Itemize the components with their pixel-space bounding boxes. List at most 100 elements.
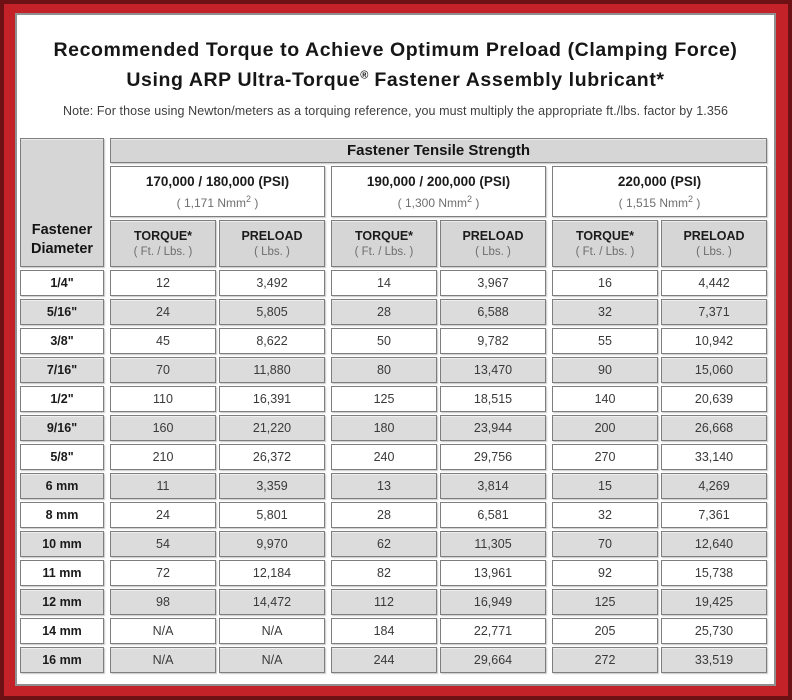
psi-group-header-2: 190,000 / 200,000 (PSI) ( 1,300 Nmm2 ): [331, 166, 546, 217]
psi-group-header-3: 220,000 (PSI) ( 1,515 Nmm2 ): [552, 166, 767, 217]
diameter-cell: 16 mm: [20, 647, 104, 673]
psi-group-header-1: 170,000 / 180,000 (PSI) ( 1,171 Nmm2 ): [110, 166, 325, 217]
torque-cell: 32: [552, 299, 658, 325]
preload-cell: 15,738: [661, 560, 767, 586]
torque-cell: 244: [331, 647, 437, 673]
nmm-label: ( 1,300 Nmm2 ): [397, 193, 480, 210]
preload-column-header: PRELOAD ( Lbs. ): [661, 220, 767, 267]
torque-cell: 82: [331, 560, 437, 586]
table-row: 8 mm 24 5,801 28 6,581 32 7,361: [20, 502, 767, 528]
preload-cell: 15,060: [661, 357, 767, 383]
preload-cell: 9,782: [440, 328, 546, 354]
nmm-label: ( 1,515 Nmm2 ): [618, 193, 701, 210]
preload-cell: 7,361: [661, 502, 767, 528]
diameter-cell: 6 mm: [20, 473, 104, 499]
column-header-row: TORQUE* ( Ft. / Lbs. ) PRELOAD ( Lbs. ) …: [20, 220, 767, 267]
torque-column-header: TORQUE* ( Ft. / Lbs. ): [331, 220, 437, 267]
preload-cell: 16,949: [440, 589, 546, 615]
preload-cell: 3,967: [440, 270, 546, 296]
torque-spec-table: Fastener Diameter Fastener Tensile Stren…: [17, 135, 770, 676]
preload-cell: 11,880: [219, 357, 325, 383]
preload-cell: 3,814: [440, 473, 546, 499]
torque-cell: 210: [110, 444, 216, 470]
psi-label: 170,000 / 180,000 (PSI): [145, 173, 290, 189]
title-line2-end: Fastener Assembly lubricant*: [368, 68, 665, 91]
torque-cell: 13: [331, 473, 437, 499]
preload-cell: 5,805: [219, 299, 325, 325]
torque-cell: 55: [552, 328, 658, 354]
preload-cell: 21,220: [219, 415, 325, 441]
torque-cell: 24: [110, 502, 216, 528]
table-row: 11 mm 72 12,184 82 13,961 92 15,738: [20, 560, 767, 586]
diameter-cell: 8 mm: [20, 502, 104, 528]
preload-cell: 9,970: [219, 531, 325, 557]
torque-cell: 90: [552, 357, 658, 383]
torque-cell: 92: [552, 560, 658, 586]
preload-cell: 16,391: [219, 386, 325, 412]
table-row: 9/16" 160 21,220 180 23,944 200 26,668: [20, 415, 767, 441]
preload-cell: 3,359: [219, 473, 325, 499]
torque-cell: 205: [552, 618, 658, 644]
torque-cell: 270: [552, 444, 658, 470]
preload-cell: 33,140: [661, 444, 767, 470]
diameter-cell: 11 mm: [20, 560, 104, 586]
torque-cell: 24: [110, 299, 216, 325]
torque-cell: 15: [552, 473, 658, 499]
diameter-cell: 1/2": [20, 386, 104, 412]
preload-cell: 19,425: [661, 589, 767, 615]
torque-column-header: TORQUE* ( Ft. / Lbs. ): [552, 220, 658, 267]
torque-cell: 140: [552, 386, 658, 412]
torque-cell: 28: [331, 299, 437, 325]
preload-cell: 6,581: [440, 502, 546, 528]
preload-cell: 13,961: [440, 560, 546, 586]
preload-cell: 13,470: [440, 357, 546, 383]
preload-cell: 12,184: [219, 560, 325, 586]
registered-trademark-symbol: ®: [360, 69, 369, 81]
torque-column-header: TORQUE* ( Ft. / Lbs. ): [110, 220, 216, 267]
preload-cell: N/A: [219, 647, 325, 673]
torque-cell: 28: [331, 502, 437, 528]
diameter-cell: 10 mm: [20, 531, 104, 557]
torque-cell: 12: [110, 270, 216, 296]
table-row: 7/16" 70 11,880 80 13,470 90 15,060: [20, 357, 767, 383]
conversion-note: Note: For those using Newton/meters as a…: [62, 103, 728, 118]
torque-cell: 70: [110, 357, 216, 383]
banner-row: Fastener Diameter Fastener Tensile Stren…: [20, 138, 767, 267]
title-block: Recommended Torque to Achieve Optimum Pr…: [17, 15, 774, 135]
torque-cell: 112: [331, 589, 437, 615]
preload-cell: 12,640: [661, 531, 767, 557]
preload-cell: 26,668: [661, 415, 767, 441]
diameter-cell: 14 mm: [20, 618, 104, 644]
preload-cell: 29,664: [440, 647, 546, 673]
torque-cell: 125: [552, 589, 658, 615]
torque-cell: 160: [110, 415, 216, 441]
torque-cell: N/A: [110, 618, 216, 644]
preload-cell: 6,588: [440, 299, 546, 325]
diameter-cell: 5/16": [20, 299, 104, 325]
preload-cell: 10,942: [661, 328, 767, 354]
table-row: 5/16" 24 5,805 28 6,588 32 7,371: [20, 299, 767, 325]
table-row: 5/8" 210 26,372 240 29,756 270 33,140: [20, 444, 767, 470]
preload-cell: 7,371: [661, 299, 767, 325]
diameter-cell: 1/4": [20, 270, 104, 296]
preload-column-header: PRELOAD ( Lbs. ): [440, 220, 546, 267]
preload-cell: 8,622: [219, 328, 325, 354]
torque-cell: 70: [552, 531, 658, 557]
diameter-cell: 5/8": [20, 444, 104, 470]
diameter-cell: 9/16": [20, 415, 104, 441]
torque-cell: 200: [552, 415, 658, 441]
table-row: 6 mm 11 3,359 13 3,814 15 4,269: [20, 473, 767, 499]
preload-cell: 14,472: [219, 589, 325, 615]
torque-cell: 240: [331, 444, 437, 470]
torque-cell: 14: [331, 270, 437, 296]
diameter-cell: 12 mm: [20, 589, 104, 615]
torque-cell: 54: [110, 531, 216, 557]
preload-column-header: PRELOAD ( Lbs. ): [219, 220, 325, 267]
diameter-cell: 3/8": [20, 328, 104, 354]
content-panel: Recommended Torque to Achieve Optimum Pr…: [15, 13, 776, 686]
table-row: 14 mm N/A N/A 184 22,771 205 25,730: [20, 618, 767, 644]
preload-cell: 11,305: [440, 531, 546, 557]
torque-cell: N/A: [110, 647, 216, 673]
torque-cell: 45: [110, 328, 216, 354]
